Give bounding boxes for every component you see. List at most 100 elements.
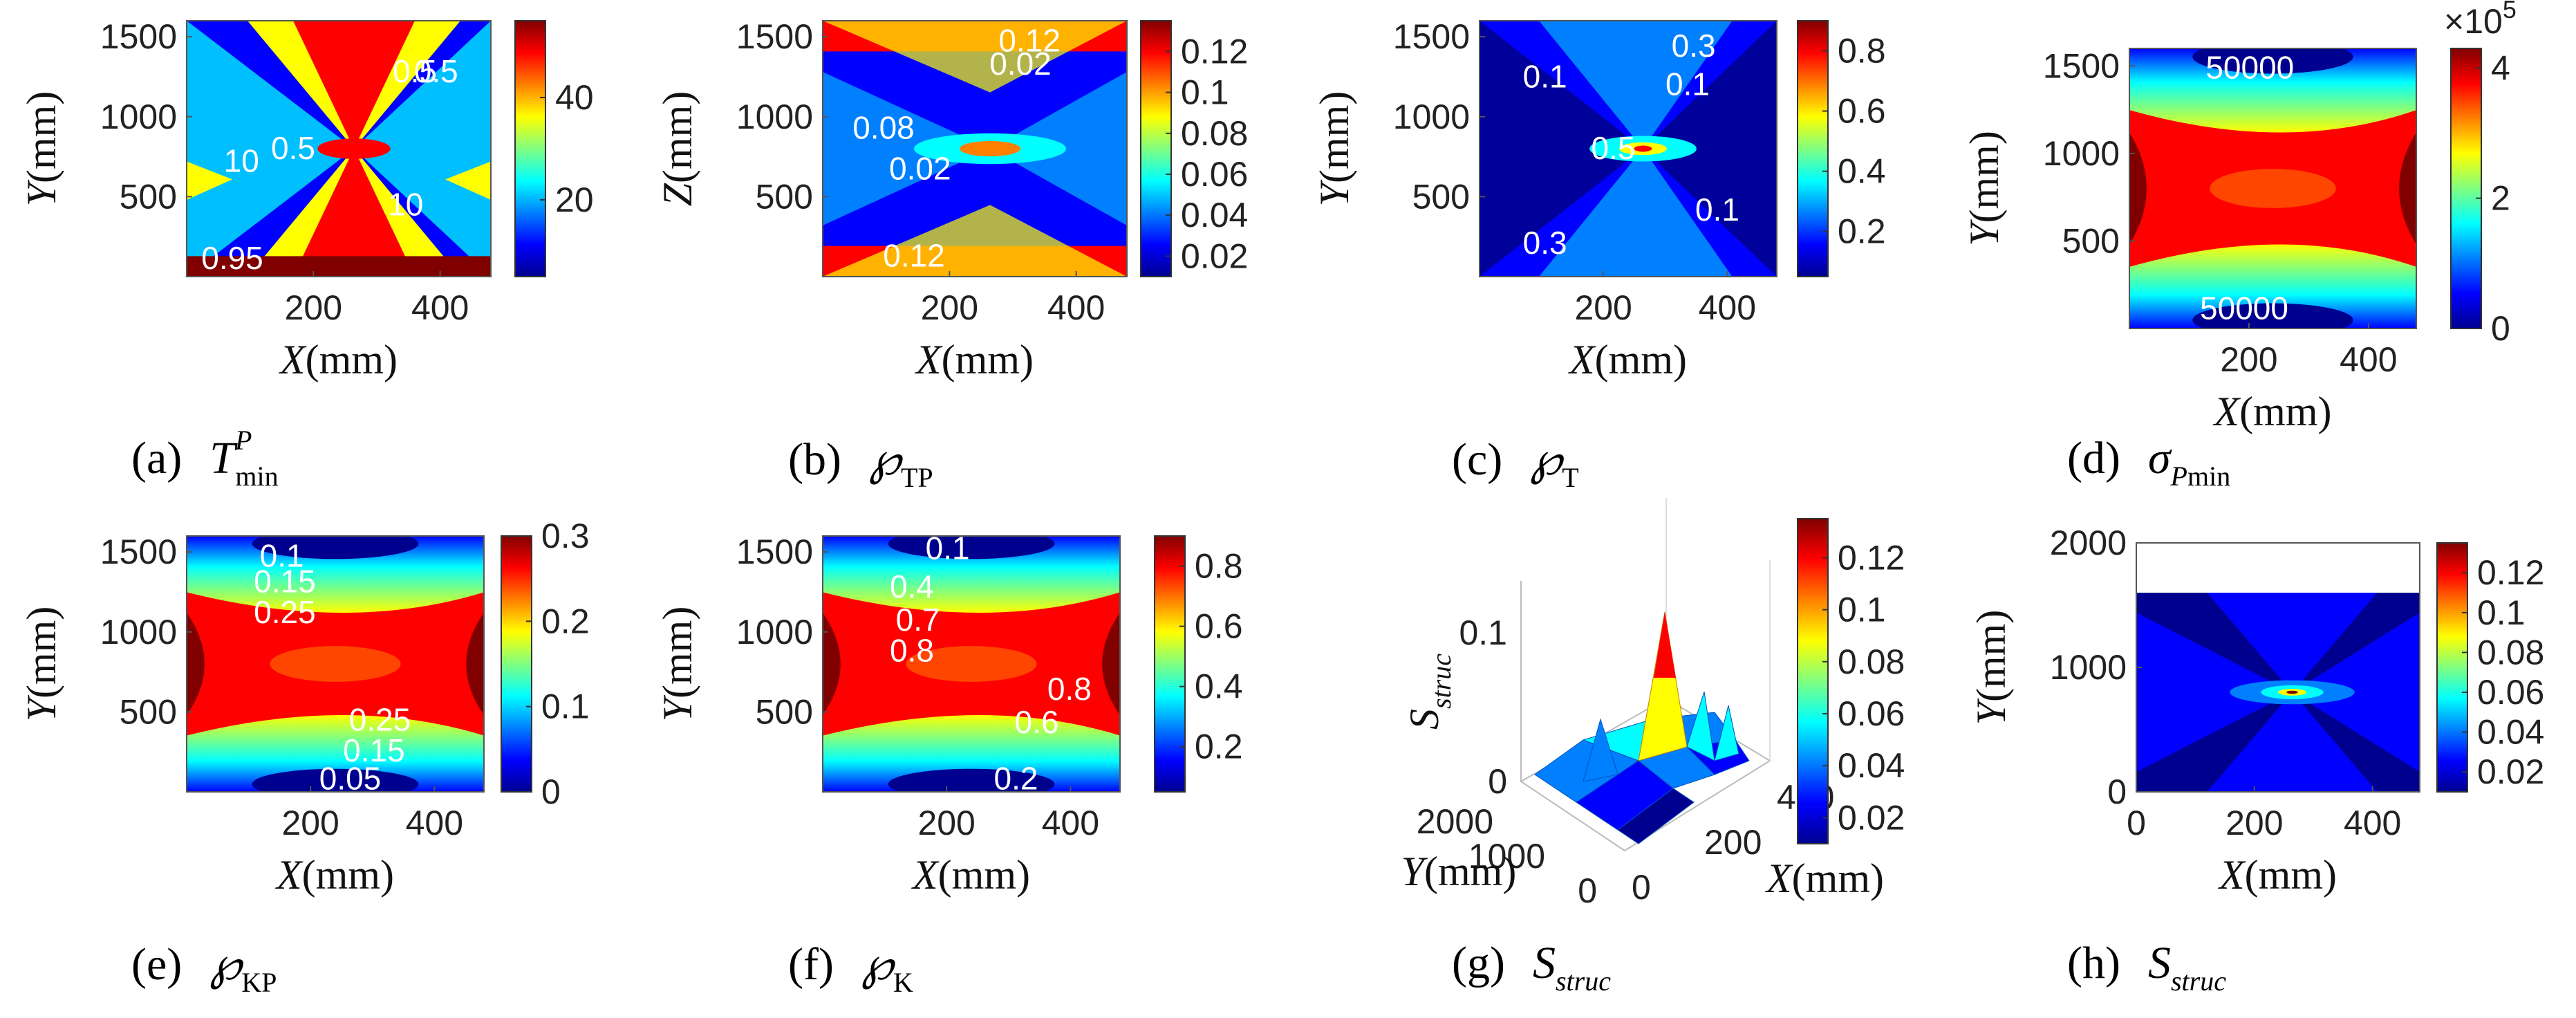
contour-label: 0.02: [889, 151, 951, 187]
colorbar-tick-label: 0.08: [1181, 114, 1248, 153]
colorbar-tick-label: 0.8: [1195, 547, 1243, 586]
contour-label: 0.12: [883, 237, 945, 273]
colorbar-tick-label: 0.8: [1838, 32, 1886, 71]
y-axis-label: Y(mm): [1961, 131, 2007, 246]
caption-letter: (a): [131, 433, 183, 483]
colorbar: [514, 20, 546, 277]
heatmap-field: [2136, 593, 2420, 792]
x-tick-label: 400: [2344, 804, 2401, 842]
z-tick-label: 0: [1488, 762, 1507, 801]
colorbar: [1797, 20, 1829, 277]
caption-g: (g) Sstruc: [1452, 937, 1611, 997]
colorbar-tick-label: 0.04: [1181, 196, 1248, 234]
contour-label: 0.15: [254, 564, 316, 600]
colorbar: [501, 535, 532, 793]
colorbar-tick-label: 4: [2491, 48, 2510, 87]
y-tick-label: 1500: [2043, 46, 2120, 85]
contour-label: 0.8: [1047, 671, 1092, 707]
caption-symbol: ℘: [209, 939, 242, 990]
x-tick-label: 400: [406, 804, 463, 842]
contour-label: 50000: [2205, 49, 2294, 85]
colorbar-tick-label: 0.04: [2477, 713, 2544, 752]
caption-subscript: T: [1562, 462, 1579, 493]
colorbar-tick-label: 0.02: [2477, 752, 2544, 791]
y-tick-label: 500: [2062, 221, 2120, 260]
y-tick-label: 1000: [100, 613, 177, 651]
colorbar-tick-label: 0.08: [2477, 633, 2544, 672]
caption-e: (e) ℘KP: [131, 937, 277, 998]
contour-label: 0.12: [998, 23, 1061, 59]
contour-label: 0.1: [260, 538, 304, 574]
colorbar-tick-label: 0.6: [1195, 607, 1243, 646]
surface: [1534, 611, 1750, 844]
plot-frame: [186, 20, 492, 277]
y-tick-label: 1500: [736, 533, 813, 571]
colorbar-tick-label: 0.08: [1838, 642, 1905, 681]
heatmap-field: [2129, 48, 2416, 328]
y-tick-label: 1500: [736, 17, 813, 56]
contour-label: 0.6: [1015, 704, 1059, 740]
caption-letter: (b): [788, 434, 841, 485]
caption-letter: (g): [1452, 938, 1505, 988]
caption-symbol: ℘: [861, 939, 893, 990]
colorbar-tick-label: 0.06: [1838, 694, 1905, 733]
caption-subscript: KP: [241, 967, 277, 998]
y-tick-label: 2000: [2050, 524, 2127, 562]
y-axis-label: Y(mm): [655, 607, 700, 722]
caption-subscript: struc: [1555, 965, 1611, 997]
y-tick-label: 1000: [736, 98, 813, 136]
contour-label: 0.5: [414, 53, 458, 89]
z-tick-label: 0.1: [1459, 613, 1507, 652]
contour-label: 0.1: [926, 530, 970, 566]
colorbar-tick-label: 20: [555, 181, 594, 219]
y-axis-label: Y(mm): [1401, 849, 1517, 894]
colorbar-tick-label: 0.6: [1838, 92, 1886, 131]
caption-subscript: K: [893, 967, 913, 998]
x-tick-label: 400: [1042, 804, 1099, 842]
plot-frame: [186, 535, 485, 793]
x-tick-label: 200: [921, 288, 978, 327]
y-axis-label: Y(mm): [19, 607, 64, 722]
colorbar-tick-label: 2: [2491, 179, 2510, 218]
heatmap-field: [823, 536, 1120, 792]
y-tick-label: 1500: [100, 17, 177, 56]
y-tick-label: 1500: [100, 533, 177, 571]
colorbar-tick-label: 0: [2491, 309, 2510, 348]
y-tick-label: 1000: [1393, 98, 1470, 136]
y-tick-label: 1000: [100, 98, 177, 136]
contour-label: 0.2: [994, 761, 1038, 797]
y-tick-label: 500: [756, 177, 813, 216]
y-axis-label: Z(mm): [655, 91, 700, 207]
caption-c: (c) ℘T: [1452, 432, 1579, 493]
x-axis-label: X(mm): [1765, 855, 1884, 901]
x-tick-label: 0: [1632, 868, 1651, 907]
colorbar-tick-label: 0.1: [541, 687, 590, 726]
plot-frame: [1479, 20, 1777, 277]
colorbar-tick-label: 0.12: [1181, 32, 1248, 71]
caption-b: (b) ℘TP: [788, 432, 933, 493]
x-axis-label: X(mm): [2213, 389, 2332, 434]
colorbar-tick-label: 0.12: [2477, 553, 2544, 592]
x-axis-label: X(mm): [279, 337, 398, 382]
caption-d: (d) σPmin: [2067, 432, 2230, 492]
colorbar-tick-label: 0.06: [2477, 673, 2544, 712]
contour-label: 0.7: [896, 602, 940, 638]
x-tick-label: 200: [281, 804, 339, 842]
contour-label: 10: [224, 143, 259, 179]
y-tick-label: 2000: [1417, 802, 1493, 841]
y-tick-label: 500: [120, 692, 177, 731]
colorbar: [1140, 20, 1172, 277]
colorbar: [1154, 535, 1186, 793]
x-tick-label: 200: [1574, 288, 1632, 327]
x-tick-label: 200: [917, 804, 975, 842]
colorbar-tick-label: 0.3: [541, 517, 590, 555]
y-tick-label: 1000: [2050, 648, 2127, 687]
caption-symbol: S: [2147, 938, 2171, 988]
caption-symbol: ℘: [868, 434, 901, 485]
contour-label: 0.5: [393, 53, 437, 89]
contour-label: 0.1: [1523, 58, 1567, 94]
y-tick-label: 1500: [1393, 17, 1470, 56]
